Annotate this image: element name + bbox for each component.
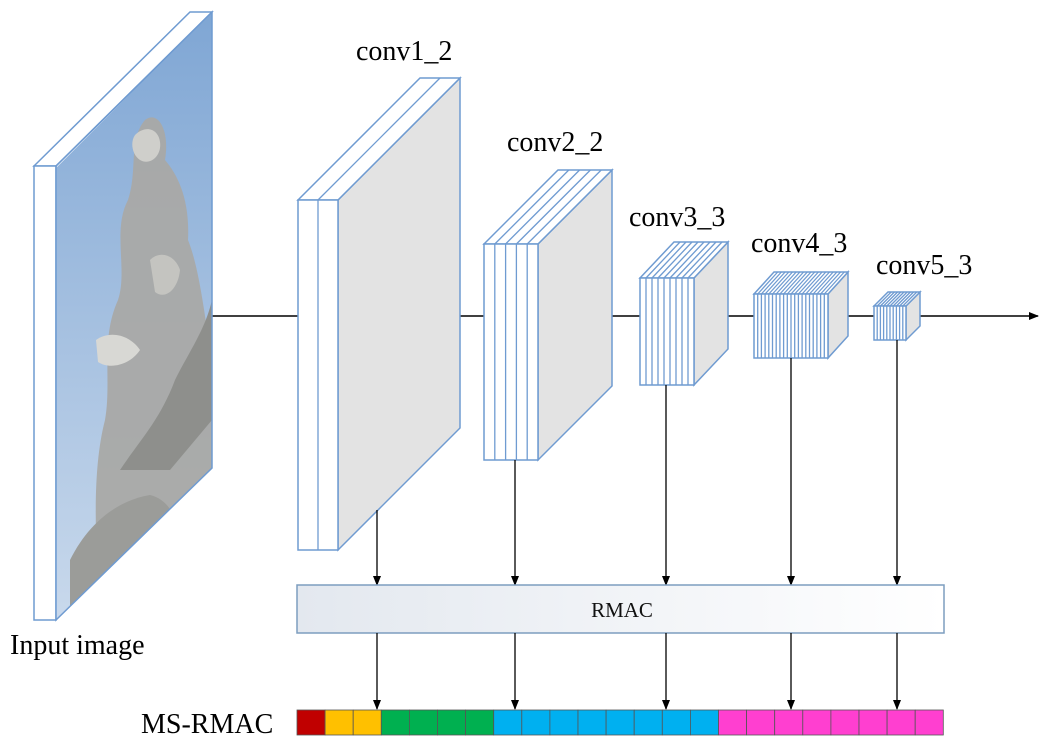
conv-slice-top-line — [663, 241, 699, 279]
statue-photo — [56, 12, 212, 620]
conv-slice-top-line — [883, 291, 899, 307]
rmac-label: RMAC — [591, 598, 653, 622]
descriptor-label: MS-RMAC — [141, 709, 273, 740]
descriptor-cell-4 — [661, 709, 691, 736]
input-image — [32, 10, 214, 622]
conv-slice-top-line — [783, 271, 805, 295]
conv-block-5 — [872, 290, 922, 342]
descriptor-cell-4 — [577, 709, 607, 736]
layer-label-conv2: conv2_2 — [507, 127, 603, 158]
conv-slice-top-line — [823, 271, 845, 295]
layer-label-conv5: conv5_3 — [876, 250, 972, 281]
conv-slice-top-line — [820, 271, 842, 295]
conv-slice-top-line — [505, 169, 581, 245]
conv-slice-top-line — [816, 271, 838, 295]
conv-slice-top-line — [786, 271, 808, 295]
feature-arrows — [373, 340, 901, 586]
descriptor-bar — [296, 709, 944, 736]
conv-slice-top-line — [775, 271, 797, 295]
descriptor-cell-5 — [914, 709, 944, 736]
conv-slice-top-line — [805, 271, 827, 295]
conv-slice-top-line — [879, 291, 895, 307]
descriptor-cell-4 — [690, 709, 719, 736]
conv-block-1 — [296, 76, 462, 552]
conv-slice-top-line — [760, 271, 782, 295]
conv-block-4 — [752, 270, 850, 360]
descriptor-cell-3 — [465, 709, 495, 736]
descriptor-cell-4 — [493, 709, 523, 736]
conv-slice-top-line — [657, 241, 693, 279]
conv-slice-top-line — [895, 291, 911, 307]
descriptor-cell-4 — [549, 709, 579, 736]
conv-slice-top-line — [768, 271, 790, 295]
conv-slice-top-line — [494, 169, 570, 245]
descriptor-cell-2 — [324, 709, 354, 736]
conv-block-3 — [638, 240, 730, 387]
input-image-border — [55, 10, 213, 622]
conv-slice-top-line — [681, 241, 717, 279]
conv-slice-top-line — [669, 241, 705, 279]
conv-slice-top-line — [687, 241, 723, 279]
descriptor-cell-3 — [408, 709, 438, 736]
conv-slice-top-line — [794, 271, 816, 295]
conv-slice-top-line — [317, 77, 441, 201]
conv-blocks — [296, 76, 922, 552]
descriptor-cell-5 — [802, 709, 832, 736]
conv-slice-top-line — [892, 291, 908, 307]
descriptor-cell-5 — [830, 709, 860, 736]
conv-block-2 — [482, 168, 614, 462]
descriptor-cell-5 — [774, 709, 804, 736]
descriptor-cell-3 — [437, 709, 467, 736]
conv-slice-top-line — [526, 169, 602, 245]
conv-slice-top-line — [809, 271, 830, 295]
descriptor-cell-4 — [521, 709, 551, 736]
conv-slice-top-line — [675, 241, 711, 279]
conv-slice-top-line — [651, 241, 687, 279]
conv-slice-top-line — [876, 291, 892, 307]
input-image-label: Input image — [10, 630, 145, 661]
conv-slice-top-line — [757, 271, 779, 295]
descriptor-cell-5 — [746, 709, 776, 736]
descriptor-cell-4 — [605, 709, 635, 736]
descriptor-cell-4 — [633, 709, 663, 736]
descriptor-cell-5 — [886, 709, 916, 736]
conv-slice-top-line — [886, 291, 902, 307]
conv-slice-top-line — [764, 271, 786, 295]
conv-slice-top-line — [779, 271, 801, 295]
rmac-box — [296, 584, 945, 634]
conv-slice-top-line — [812, 271, 834, 295]
conv-slice-top-line — [645, 241, 681, 279]
layer-label-conv1: conv1_2 — [356, 36, 452, 67]
conv-slice-top-line — [790, 271, 812, 295]
conv-block-front-face — [639, 277, 695, 386]
conv-slice-top-line — [899, 291, 915, 307]
layer-label-conv3: conv3_3 — [629, 202, 725, 233]
descriptor-arrows — [373, 633, 901, 710]
conv-slice-top-line — [772, 271, 793, 295]
input-image-front-edge — [33, 165, 57, 621]
conv-slice-top-line — [889, 291, 905, 307]
conv-slice-top-line — [801, 271, 823, 295]
layer-label-conv4: conv4_3 — [751, 228, 847, 259]
descriptor-cell-5 — [858, 709, 888, 736]
descriptor-cell-2 — [352, 709, 382, 736]
conv-slice-top-line — [515, 169, 591, 245]
conv-block-front-face — [483, 243, 539, 461]
conv-slice-top-line — [797, 271, 819, 295]
descriptor-cell-5 — [718, 709, 748, 736]
descriptor-cell-3 — [380, 709, 410, 736]
conv-slice-top-line — [902, 291, 918, 307]
descriptor-cell-1 — [296, 709, 326, 736]
